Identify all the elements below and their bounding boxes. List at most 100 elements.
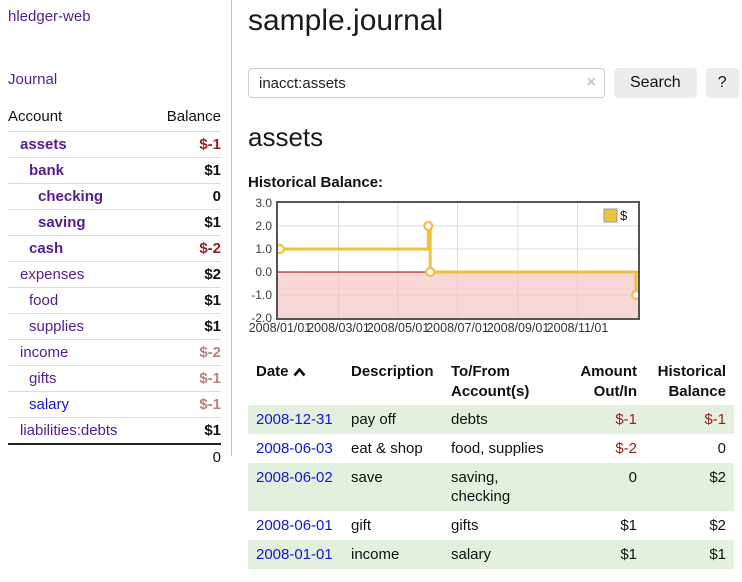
transaction-date-link[interactable]: 2008-01-01 — [256, 545, 333, 563]
transaction-balance: $1 — [709, 545, 726, 563]
account-row: supplies $1 — [8, 313, 221, 340]
transaction-description: save — [351, 468, 383, 486]
help-button[interactable]: ? — [705, 68, 739, 98]
register-table-body: 2008-12-31 pay off debts $-1 $-1 2008-06-03 ea… — [248, 404, 734, 569]
transaction-amount: $-2 — [615, 439, 637, 457]
accounts-total-value: 0 — [150, 443, 221, 470]
sort-ascending-icon — [293, 367, 306, 377]
legend-label: $ — [620, 208, 628, 223]
x-tick-label: 2008/05/01 — [366, 320, 430, 335]
account-balance: $1 — [150, 313, 221, 340]
transaction-accounts: debts — [451, 410, 488, 428]
x-tick-label: 2008/09/01 — [486, 320, 550, 335]
account-row: assets $-1 — [8, 131, 221, 158]
account-balance: $-2 — [150, 339, 221, 366]
account-link[interactable]: income — [20, 344, 69, 361]
account-row: checking 0 — [8, 183, 221, 210]
chart-heading: Historical Balance: — [248, 173, 384, 191]
account-balance: $-1 — [150, 365, 221, 392]
search-form: × Search ? — [248, 68, 739, 98]
account-link[interactable]: assets — [20, 136, 67, 153]
sidebar-item-journal[interactable]: Journal — [8, 71, 58, 88]
sidebar: hledger-web Journal Account Balance asse… — [0, 0, 232, 470]
account-link[interactable]: bank — [29, 162, 65, 179]
account-row: cash $-2 — [8, 235, 221, 262]
transaction-amount: $1 — [620, 545, 637, 563]
accounts-table-body: assets $-1 bank $1 checking 0 saving $1 cash $-2 e… — [8, 131, 221, 470]
transaction-date-link[interactable]: 2008-06-02 — [256, 468, 333, 486]
register-header-row: Date Description To/From Account(s) Amount … — [248, 359, 734, 405]
chart-x-axis: 2008/01/01 2008/03/01 2008/05/01 2008/07/01… — [249, 320, 640, 338]
x-tick-label: 2008/03/01 — [307, 320, 370, 335]
x-tick-label: 2008/11/01 — [546, 320, 609, 335]
account-link[interactable]: saving — [38, 214, 86, 231]
account-link[interactable]: cash — [29, 240, 64, 257]
app-brand-link[interactable]: hledger-web — [8, 8, 91, 25]
account-link[interactable]: expenses — [20, 266, 85, 283]
main-panel: sample.journal × Search ? assets Histori… — [248, 0, 739, 569]
transaction-balance: 0 — [717, 439, 726, 457]
search-box: × — [248, 68, 605, 98]
register-header-date[interactable]: Date — [248, 359, 343, 405]
clear-search-icon[interactable]: × — [586, 74, 596, 91]
account-row: expenses $2 — [8, 261, 221, 288]
y-tick-label: 1.0 — [255, 241, 272, 256]
account-link[interactable]: salary — [29, 396, 70, 413]
transaction-description: gift — [351, 516, 372, 534]
account-balance: $-2 — [150, 235, 221, 262]
transaction-amount: $1 — [620, 516, 637, 534]
account-row: liabilities:debts $1 — [8, 417, 221, 444]
chart-svg: $ — [276, 200, 640, 320]
accounts-header-account: Account — [8, 108, 63, 125]
transaction-row: 2008-06-03 eat & shop food, supplies $-2 0 — [248, 434, 734, 463]
transaction-amount: 0 — [628, 468, 637, 486]
transaction-date-link[interactable]: 2008-06-03 — [256, 439, 333, 457]
accounts-table: Account Balance assets $-1 bank $1 checking 0… — [8, 105, 221, 470]
account-balance: $1 — [150, 209, 221, 236]
account-balance: $-1 — [150, 131, 221, 158]
y-tick-label: -2.0 — [251, 310, 272, 325]
y-tick-label: 2.0 — [255, 218, 272, 233]
transaction-row: 2008-06-02 save saving, checking 0 $2 — [248, 462, 734, 511]
register-header-description: Description — [351, 362, 434, 380]
account-balance: $-1 — [150, 391, 221, 418]
account-link[interactable]: liabilities:debts — [20, 422, 118, 439]
register-header-amount-out-in: Amount Out/In — [580, 362, 637, 400]
account-link[interactable]: food — [29, 292, 59, 309]
legend-swatch — [603, 208, 618, 223]
account-heading: assets — [248, 122, 324, 152]
account-balance: 0 — [150, 183, 221, 210]
transaction-accounts: salary — [451, 545, 492, 563]
account-link[interactable]: supplies — [29, 318, 85, 335]
transaction-date-link[interactable]: 2008-12-31 — [256, 410, 333, 428]
accounts-header-balance: Balance — [166, 108, 221, 125]
transaction-row: 2008-06-01 gift gifts $1 $2 — [248, 511, 734, 540]
x-tick-label: 2008/07/01 — [426, 320, 489, 335]
account-balance: $1 — [150, 157, 221, 184]
transaction-accounts: saving, checking — [451, 468, 511, 505]
search-button[interactable]: Search — [614, 68, 697, 98]
account-balance: $2 — [150, 261, 221, 288]
account-row: bank $1 — [8, 157, 221, 184]
page-title: sample.journal — [248, 4, 444, 37]
transaction-row: 2008-12-31 pay off debts $-1 $-1 — [248, 404, 734, 434]
transaction-accounts: food, supplies — [451, 439, 544, 457]
account-link[interactable]: gifts — [29, 370, 57, 387]
account-row: gifts $-1 — [8, 365, 221, 392]
y-tick-label: 0.0 — [255, 264, 272, 279]
transaction-date-link[interactable]: 2008-06-01 — [256, 516, 333, 534]
transaction-accounts: gifts — [451, 516, 479, 534]
register-table: Date Description To/From Account(s) Amount … — [248, 359, 734, 569]
accounts-total-row: 0 — [8, 443, 221, 470]
transaction-description: pay off — [351, 410, 396, 428]
transaction-amount: $-1 — [615, 410, 637, 428]
chart-y-axis: 3.0 2.0 1.0 0.0 -1.0 -2.0 — [248, 196, 276, 325]
transaction-balance: $2 — [709, 468, 726, 486]
y-tick-label: -1.0 — [251, 287, 272, 302]
account-link[interactable]: checking — [38, 188, 104, 205]
search-input[interactable] — [248, 68, 605, 98]
account-balance: $1 — [150, 287, 221, 314]
transaction-description: income — [351, 545, 400, 563]
account-row: salary $-1 — [8, 391, 221, 418]
account-row: income $-2 — [8, 339, 221, 366]
